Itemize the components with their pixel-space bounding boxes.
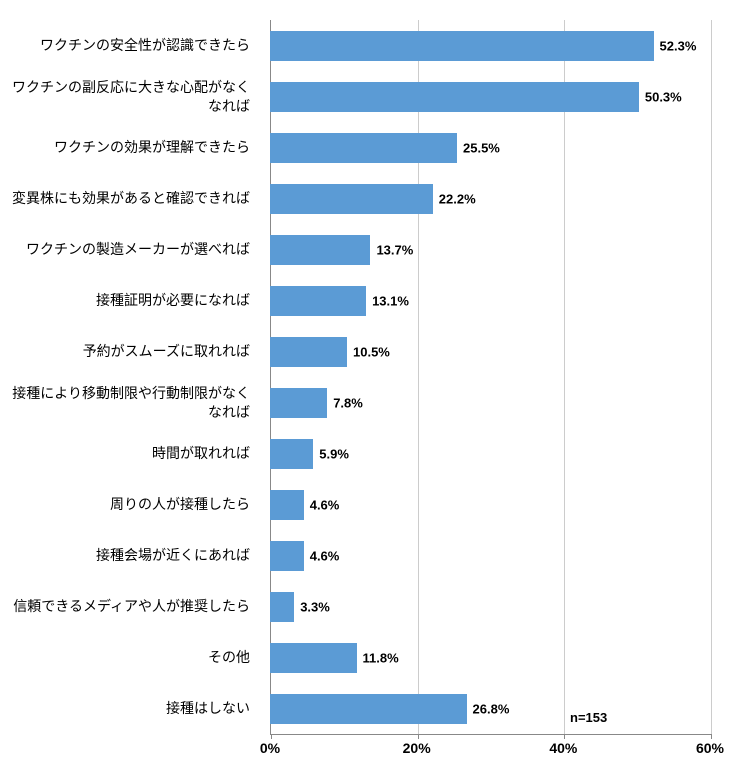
value-label: 11.8% (357, 650, 399, 665)
category-label: 予約がスムーズに取れれば (0, 342, 260, 360)
bar-holder: 52.3% (270, 31, 710, 61)
bar-holder: 22.2% (270, 184, 710, 214)
chart-row: ワクチンの製造メーカーが選べれば 13.7% (0, 224, 740, 275)
bar-holder: 7.8% (270, 388, 710, 418)
chart-container: ワクチンの安全性が認識できたら 52.3% ワクチンの副反応に大きな心配がなくなれば… (0, 0, 740, 784)
category-label: ワクチンの製造メーカーが選べれば (0, 240, 260, 258)
category-label: 時間が取れれば (0, 444, 260, 462)
bar-holder: 5.9% (270, 439, 710, 469)
chart-row: 時間が取れれば 5.9% (0, 428, 740, 479)
bar: 25.5% (270, 133, 457, 163)
chart-row: ワクチンの副反応に大きな心配がなくなれば 50.3% (0, 71, 740, 122)
bar: 13.7% (270, 235, 370, 265)
value-label: 3.3% (294, 599, 330, 614)
category-label: 接種により移動制限や行動制限がなくなれば (0, 384, 260, 420)
bar-holder: 26.8% (270, 694, 710, 724)
bar: 7.8% (270, 388, 327, 418)
bar-holder: 13.7% (270, 235, 710, 265)
category-label: ワクチンの効果が理解できたら (0, 138, 260, 156)
bar: 13.1% (270, 286, 366, 316)
chart-row: ワクチンの安全性が認識できたら 52.3% (0, 20, 740, 71)
value-label: 4.6% (304, 548, 340, 563)
category-label: 接種会場が近くにあれば (0, 546, 260, 564)
chart-row: 接種会場が近くにあれば 4.6% (0, 530, 740, 581)
bar: 10.5% (270, 337, 347, 367)
value-label: 13.7% (370, 242, 413, 257)
chart-row: 信頼できるメディアや人が推奨したら 3.3% (0, 581, 740, 632)
category-label: ワクチンの副反応に大きな心配がなくなれば (0, 78, 260, 114)
bar-holder: 50.3% (270, 82, 710, 112)
category-label: 変異株にも効果があると確認できれば (0, 189, 260, 207)
value-label: 50.3% (639, 89, 682, 104)
chart-row: 接種により移動制限や行動制限がなくなれば 7.8% (0, 377, 740, 428)
category-label: その他 (0, 648, 260, 666)
category-label: 接種はしない (0, 699, 260, 717)
bar-holder: 25.5% (270, 133, 710, 163)
chart-row: 接種証明が必要になれば 13.1% (0, 275, 740, 326)
bar: 50.3% (270, 82, 639, 112)
bar: 3.3% (270, 592, 294, 622)
chart-row: ワクチンの効果が理解できたら 25.5% (0, 122, 740, 173)
x-tick-label: 20% (403, 740, 431, 756)
category-label: 信頼できるメディアや人が推奨したら (0, 597, 260, 615)
bar: 4.6% (270, 541, 304, 571)
bar-holder: 10.5% (270, 337, 710, 367)
x-tick-label: 40% (549, 740, 577, 756)
chart-row: 周りの人が接種したら 4.6% (0, 479, 740, 530)
bar: 26.8% (270, 694, 467, 724)
bar: 11.8% (270, 643, 357, 673)
category-label: 接種証明が必要になれば (0, 291, 260, 309)
chart-row: 変異株にも効果があると確認できれば 22.2% (0, 173, 740, 224)
chart-row: 接種はしない 26.8% (0, 683, 740, 734)
bar: 5.9% (270, 439, 313, 469)
value-label: 52.3% (654, 38, 697, 53)
bar-holder: 11.8% (270, 643, 710, 673)
bar-holder: 3.3% (270, 592, 710, 622)
value-label: 10.5% (347, 344, 390, 359)
value-label: 5.9% (313, 446, 349, 461)
bar-holder: 13.1% (270, 286, 710, 316)
bar: 22.2% (270, 184, 433, 214)
value-label: 26.8% (467, 701, 510, 716)
category-label: 周りの人が接種したら (0, 495, 260, 513)
value-label: 7.8% (327, 395, 363, 410)
value-label: 22.2% (433, 191, 476, 206)
bar-holder: 4.6% (270, 541, 710, 571)
bar: 4.6% (270, 490, 304, 520)
category-label: ワクチンの安全性が認識できたら (0, 36, 260, 54)
x-axis-labels: 0%20%40%60% (260, 736, 720, 766)
value-label: 4.6% (304, 497, 340, 512)
bar: 52.3% (270, 31, 654, 61)
chart-rows: ワクチンの安全性が認識できたら 52.3% ワクチンの副反応に大きな心配がなくなれば… (0, 20, 740, 734)
x-tick-label: 60% (696, 740, 724, 756)
value-label: 13.1% (366, 293, 409, 308)
chart-row: 予約がスムーズに取れれば 10.5% (0, 326, 740, 377)
bar-holder: 4.6% (270, 490, 710, 520)
x-tick-label: 0% (260, 740, 280, 756)
value-label: 25.5% (457, 140, 500, 155)
chart-row: その他 11.8% (0, 632, 740, 683)
